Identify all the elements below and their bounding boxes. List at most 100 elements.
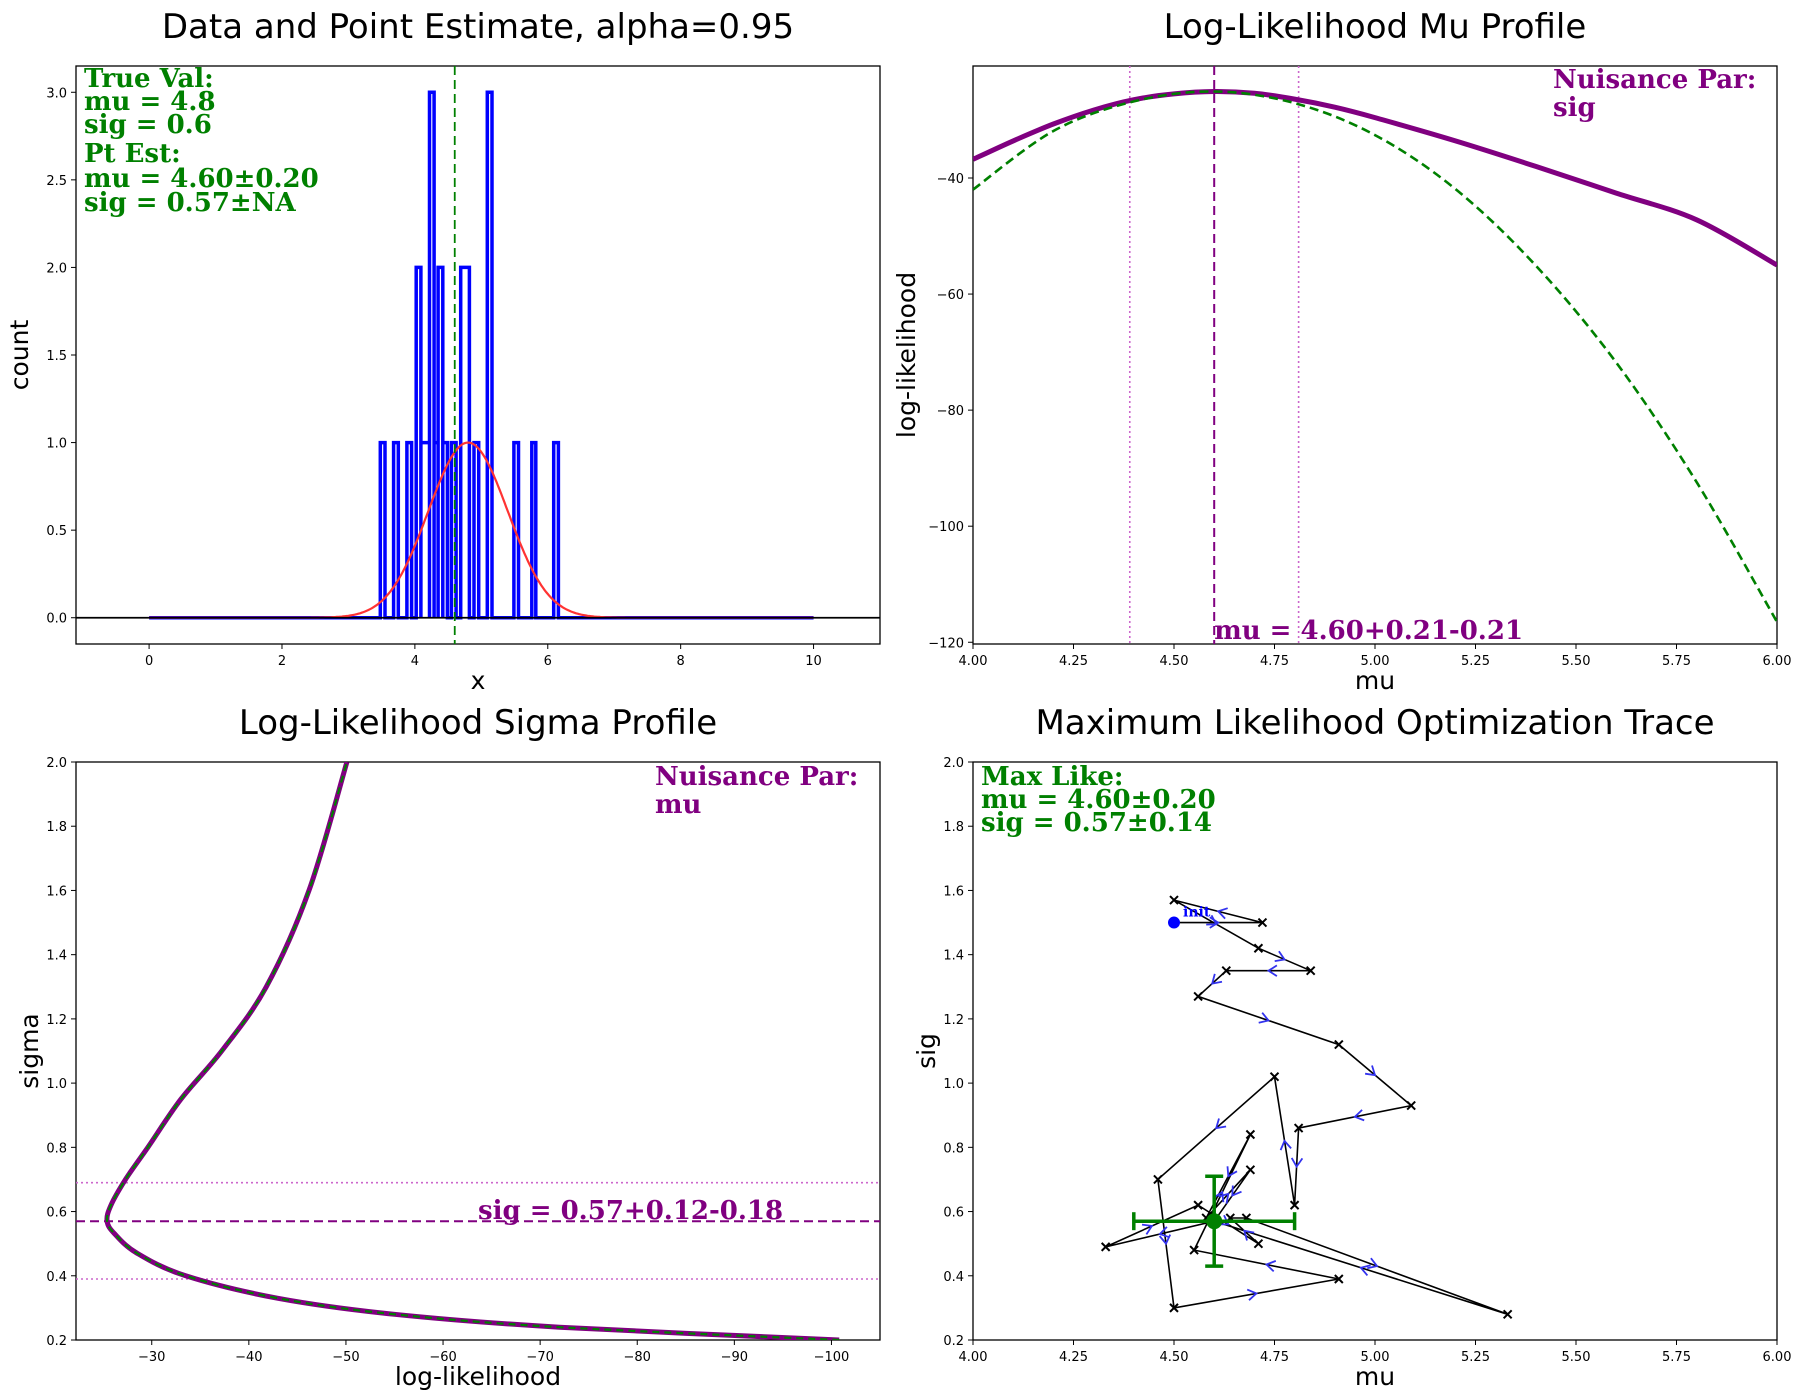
direction-arrow bbox=[1279, 1139, 1292, 1151]
trace-point bbox=[1334, 1039, 1344, 1050]
y-tick-label: 1.4 bbox=[943, 949, 964, 964]
x-tick-label: 5.00 bbox=[1361, 654, 1390, 669]
direction-arrow bbox=[1359, 1264, 1371, 1276]
trace-point bbox=[1221, 966, 1231, 976]
y-tick-label: −40 bbox=[937, 172, 964, 187]
trace-point bbox=[1245, 1129, 1256, 1140]
annotation-text: mu bbox=[655, 790, 702, 820]
quadratic-approx-curve bbox=[973, 90, 1777, 623]
y-tick-label: 1.8 bbox=[943, 820, 964, 835]
trace-point bbox=[1269, 1071, 1280, 1082]
x-tick-label: 6.00 bbox=[1763, 1350, 1792, 1365]
direction-arrow bbox=[1213, 1190, 1225, 1203]
y-tick-label: 1.8 bbox=[46, 820, 67, 835]
x-tick-label: 6.00 bbox=[1763, 654, 1792, 669]
y-tick-label: −120 bbox=[928, 636, 964, 651]
chart-title: Maximum Likelihood Optimization Trace bbox=[1035, 703, 1714, 743]
trace-point bbox=[1253, 943, 1264, 953]
y-tick-label: 0.0 bbox=[46, 612, 67, 627]
x-tick-label: −40 bbox=[235, 1350, 262, 1365]
x-axis-label: log-likelihood bbox=[395, 1362, 561, 1391]
x-tick-label: −80 bbox=[624, 1350, 651, 1365]
trace-point bbox=[1193, 991, 1203, 1002]
annotation-text: sig = 0.57±0.14 bbox=[981, 808, 1212, 838]
y-axis-label: sig bbox=[912, 1033, 941, 1069]
y-tick-label: 3.0 bbox=[46, 86, 67, 101]
profile-curve bbox=[104, 762, 840, 1340]
y-tick-label: 1.2 bbox=[943, 1013, 964, 1028]
init-label: init bbox=[1183, 905, 1211, 921]
y-tick-label: 1.4 bbox=[46, 949, 67, 964]
direction-arrow bbox=[1264, 1260, 1277, 1273]
trace-point bbox=[1245, 1165, 1256, 1175]
trace-point bbox=[1153, 1174, 1163, 1185]
panel-sigma-profile: Log-Likelihood Sigma Profile log-likeliho… bbox=[15, 703, 881, 1391]
x-tick-label: 4.50 bbox=[1160, 654, 1189, 669]
trace-point bbox=[1193, 1200, 1203, 1210]
direction-arrow bbox=[1226, 1166, 1238, 1178]
y-tick-label: 1.0 bbox=[46, 437, 67, 452]
direction-arrow bbox=[1214, 1118, 1227, 1130]
plot-frame bbox=[972, 761, 1778, 1341]
x-tick-label: 5.75 bbox=[1662, 1350, 1691, 1365]
x-axis-label: mu bbox=[1355, 666, 1395, 695]
y-tick-label: 1.0 bbox=[943, 1077, 964, 1092]
direction-arrow bbox=[1258, 1012, 1271, 1024]
trace-point bbox=[1293, 1123, 1304, 1133]
x-tick-label: 4.25 bbox=[1059, 1350, 1088, 1365]
direction-arrow bbox=[1218, 1214, 1230, 1226]
annotation-text: True Val: bbox=[84, 64, 214, 94]
x-tick-label: −60 bbox=[429, 1350, 456, 1365]
x-tick-label: 8 bbox=[677, 654, 685, 669]
x-tick-label: 5.25 bbox=[1461, 1350, 1490, 1365]
x-tick-label: −30 bbox=[138, 1350, 165, 1365]
panel-optimization-trace: Maximum Likelihood Optimization Trace mu s… bbox=[912, 703, 1791, 1391]
direction-arrow bbox=[1243, 1229, 1255, 1241]
x-tick-label: 4.75 bbox=[1260, 1350, 1289, 1365]
x-tick-label: 4.75 bbox=[1260, 654, 1289, 669]
plot-frame bbox=[972, 65, 1778, 645]
direction-arrow bbox=[1216, 907, 1228, 920]
direction-arrow bbox=[1364, 1065, 1377, 1077]
y-tick-label: 0.6 bbox=[943, 1206, 964, 1221]
x-tick-label: 4.50 bbox=[1160, 1350, 1189, 1365]
annotation-text: sig bbox=[1553, 93, 1596, 123]
direction-arrow bbox=[1231, 1185, 1242, 1197]
x-tick-label: 4.25 bbox=[1059, 654, 1088, 669]
direction-arrow bbox=[1218, 1192, 1230, 1204]
x-tick-label: 5.00 bbox=[1361, 1350, 1390, 1365]
result-label: sig = 0.57+0.12-0.18 bbox=[478, 1196, 783, 1226]
y-tick-label: 1.6 bbox=[46, 884, 67, 899]
x-tick-label: 4.00 bbox=[959, 654, 988, 669]
annotation-text: Nuisance Par: bbox=[655, 762, 858, 792]
profile-curve bbox=[973, 88, 1777, 268]
y-tick-label: 0.8 bbox=[46, 1141, 67, 1156]
y-axis-label: count bbox=[5, 320, 34, 391]
y-axis-label: log-likelihood bbox=[892, 272, 921, 438]
y-tick-label: 0.2 bbox=[943, 1334, 964, 1349]
x-tick-label: 4.00 bbox=[959, 1350, 988, 1365]
x-tick-label: 5.25 bbox=[1461, 654, 1490, 669]
x-tick-label: −100 bbox=[814, 1350, 850, 1365]
estimate-point bbox=[1206, 1213, 1223, 1230]
fit-curve bbox=[149, 441, 814, 619]
annotation-text: sig = 0.6 bbox=[84, 110, 212, 140]
trace-point bbox=[1289, 1200, 1300, 1210]
x-tick-label: 5.50 bbox=[1562, 1350, 1591, 1365]
init-point bbox=[1168, 916, 1180, 929]
x-axis-label: mu bbox=[1355, 1362, 1395, 1391]
trace-point bbox=[1257, 917, 1268, 928]
annotation-text: sig = 0.57±NA bbox=[84, 188, 296, 218]
direction-arrow bbox=[1367, 1257, 1379, 1270]
y-tick-label: 2.0 bbox=[943, 756, 964, 771]
y-tick-label: 0.5 bbox=[46, 524, 67, 539]
annotation-text: Max Like: bbox=[981, 762, 1124, 792]
direction-arrow bbox=[1274, 950, 1287, 962]
annotation-text: mu = 4.8 bbox=[84, 87, 216, 117]
trace-point bbox=[1100, 1242, 1111, 1252]
x-tick-label: 4 bbox=[411, 654, 419, 669]
plot-area bbox=[76, 762, 880, 1340]
result-label: mu = 4.60+0.21-0.21 bbox=[1214, 616, 1523, 646]
direction-arrow bbox=[1246, 1288, 1259, 1301]
direction-arrow bbox=[1141, 1223, 1154, 1235]
